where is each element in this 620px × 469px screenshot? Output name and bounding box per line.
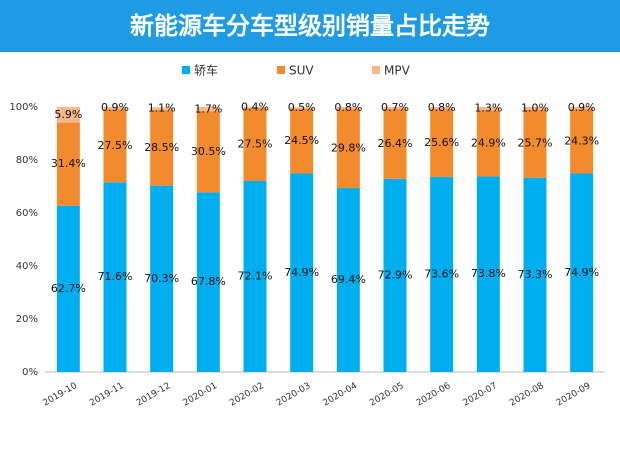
value-label: 1.0% [521, 101, 549, 114]
bar-segment [570, 173, 594, 372]
x-tick-label: 2019-11 [88, 381, 126, 408]
bar-segment [103, 182, 127, 372]
value-label: 0.9% [101, 101, 129, 114]
bar-segment [196, 111, 220, 193]
x-tick-label: 2019-12 [135, 381, 173, 408]
y-tick-label: 0% [22, 367, 38, 378]
bar-segment [290, 173, 314, 372]
bar-segment [476, 110, 500, 177]
bar-segment [290, 107, 314, 109]
value-label: 0.4% [241, 101, 269, 114]
value-label: 1.1% [148, 102, 176, 115]
bar-segment [103, 107, 127, 110]
value-label: 62.7% [51, 282, 86, 295]
bar-segment [383, 178, 407, 372]
value-label: 0.8% [334, 101, 362, 114]
title-banner [0, 0, 620, 52]
x-tick-label: 2020-04 [322, 381, 360, 409]
bar-segment [336, 188, 360, 372]
legend-label: MPV [384, 64, 411, 78]
value-label: 29.8% [331, 142, 366, 155]
bar-segment [196, 192, 220, 372]
bar-segment [523, 107, 547, 110]
value-label: 1.7% [194, 102, 222, 115]
legend-label: SUV [289, 64, 314, 78]
value-label: 73.8% [471, 267, 506, 280]
value-label: 30.5% [191, 145, 226, 158]
bar-segment [56, 122, 80, 206]
value-label: 0.7% [381, 101, 409, 114]
bar-segment [570, 106, 594, 110]
value-label: 24.3% [564, 134, 599, 147]
value-label: 72.1% [238, 269, 273, 282]
value-label: 24.9% [471, 136, 506, 149]
value-label: 72.9% [378, 268, 413, 281]
bar-segment [150, 107, 174, 111]
value-label: 74.9% [284, 266, 319, 279]
bar-segment [243, 107, 267, 109]
bar-segment [336, 109, 360, 189]
value-label: 25.7% [518, 137, 553, 150]
value-label: 0.9% [568, 101, 596, 114]
chart-title: 新能源车分车型级别销量占比走势 [130, 12, 490, 40]
value-label: 0.8% [428, 101, 456, 114]
legend-swatch [372, 66, 380, 74]
y-tick-label: 100% [9, 102, 38, 113]
bar-segment [430, 176, 454, 372]
bar-segment [336, 107, 360, 110]
x-tick-label: 2020-08 [508, 381, 546, 409]
x-tick-label: 2020-02 [228, 381, 266, 408]
bar-segment [243, 180, 267, 372]
value-label: 25.6% [424, 136, 459, 149]
legend-swatch [277, 66, 285, 74]
bar-segment [476, 107, 500, 111]
value-label: 0.5% [288, 101, 316, 114]
bar-segment [103, 109, 127, 183]
bar-segment [383, 107, 407, 109]
bar-segment [150, 110, 174, 186]
value-label: 74.9% [564, 266, 599, 279]
bar-segment [196, 107, 220, 112]
bar-segment [430, 107, 454, 110]
value-label: 24.5% [284, 134, 319, 147]
legend-label: 轿车 [194, 63, 218, 78]
value-label: 1.3% [474, 102, 502, 115]
value-label: 27.5% [98, 139, 133, 152]
bar-segment [523, 109, 547, 178]
bar-segment [476, 176, 500, 372]
value-label: 28.5% [144, 141, 179, 154]
value-label: 31.4% [51, 157, 86, 170]
x-tick-label: 2020-07 [462, 381, 500, 408]
x-tick-label: 2020-09 [555, 381, 593, 409]
bar-segment [243, 108, 267, 181]
bar-segment [430, 109, 454, 177]
x-tick-label: 2020-05 [368, 381, 406, 408]
value-label: 71.6% [98, 270, 133, 283]
bar-segment [523, 177, 547, 372]
value-label: 27.5% [238, 137, 273, 150]
bar-segment [150, 185, 174, 372]
x-tick-label: 2020-03 [275, 381, 313, 408]
bar-segment [383, 108, 407, 179]
y-tick-label: 60% [16, 208, 38, 219]
bar-segment [290, 108, 314, 174]
y-tick-label: 20% [16, 314, 38, 325]
value-label: 26.4% [378, 137, 413, 150]
value-label: 67.8% [191, 275, 226, 288]
bar-segment [56, 107, 80, 123]
value-label: 73.3% [518, 268, 553, 281]
bar-segment [570, 109, 594, 174]
value-label: 69.4% [331, 273, 366, 286]
legend-swatch [182, 66, 190, 74]
y-tick-label: 40% [16, 261, 38, 272]
y-tick-label: 80% [16, 155, 38, 166]
x-tick-label: 2020-06 [415, 381, 453, 409]
bar-segment [56, 205, 80, 372]
value-label: 70.3% [144, 272, 179, 285]
x-tick-label: 2020-01 [182, 381, 220, 408]
x-tick-label: 2019-10 [42, 381, 80, 409]
value-label: 5.9% [54, 108, 82, 121]
value-label: 73.6% [424, 267, 459, 280]
